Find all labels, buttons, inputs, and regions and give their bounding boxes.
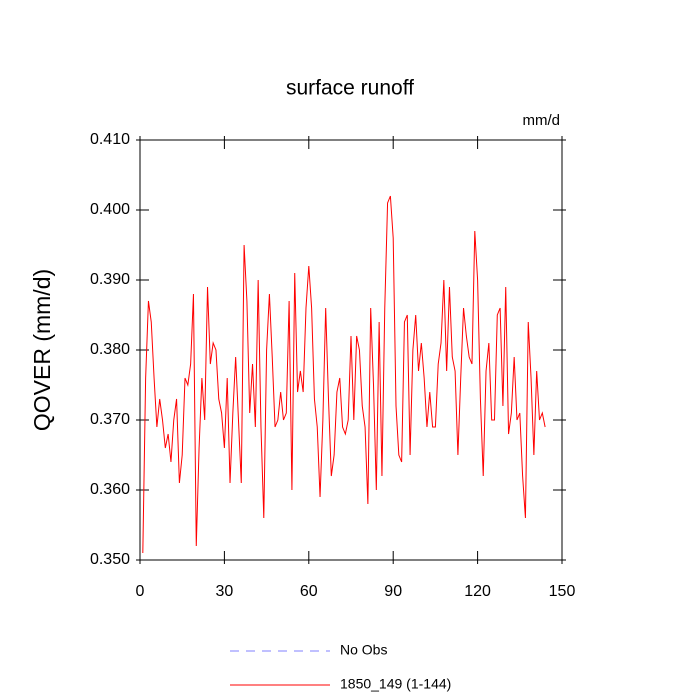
x-tick-label: 120 xyxy=(464,583,491,600)
y-tick-label: 0.400 xyxy=(90,201,130,218)
x-tick-label: 30 xyxy=(216,583,234,600)
x-tick-label: 60 xyxy=(300,583,318,600)
y-tick-label: 0.380 xyxy=(90,341,130,358)
x-tick-label: 0 xyxy=(136,583,145,600)
y-tick-label: 0.410 xyxy=(90,131,130,148)
x-tick-label: 150 xyxy=(549,583,576,600)
legend-label: No Obs xyxy=(340,642,387,658)
y-tick-label: 0.390 xyxy=(90,271,130,288)
y-tick-label: 0.350 xyxy=(90,551,130,568)
y-tick-label: 0.370 xyxy=(90,411,130,428)
y-axis-label: QOVER (mm/d) xyxy=(29,269,55,431)
data-line xyxy=(142,195,546,554)
chart-title: surface runoff xyxy=(286,77,414,100)
legend-label: 1850_149 (1-144) xyxy=(340,676,451,692)
y-tick-label: 0.360 xyxy=(90,481,130,498)
x-tick-label: 90 xyxy=(384,583,402,600)
units-label: mm/d xyxy=(523,112,561,129)
